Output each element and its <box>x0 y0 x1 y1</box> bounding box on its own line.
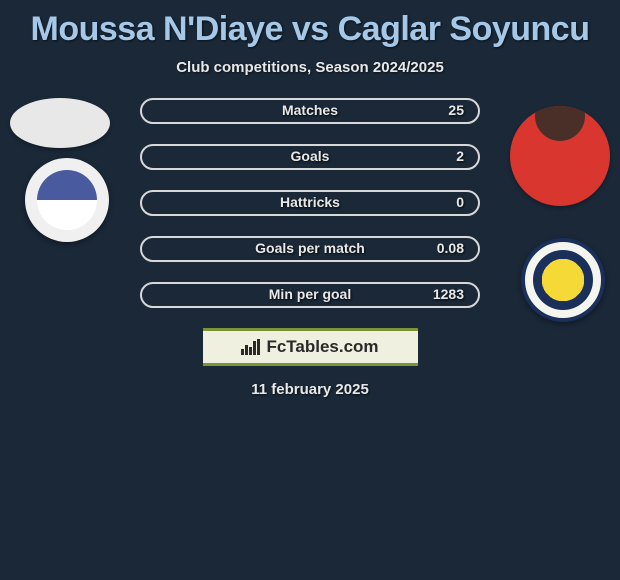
stat-value: 0.08 <box>437 240 464 256</box>
stat-label: Hattricks <box>280 194 340 210</box>
stat-label: Goals per match <box>255 240 365 256</box>
stat-row: Goals per match 0.08 <box>140 236 480 262</box>
page-title: Moussa N'Diaye vs Caglar Soyuncu <box>0 5 620 59</box>
stat-value: 2 <box>456 148 464 164</box>
chart-icon <box>241 339 260 355</box>
stat-row: Matches 25 <box>140 98 480 124</box>
club2-badge <box>521 238 605 322</box>
stat-label: Goals <box>291 148 330 164</box>
stat-value: 25 <box>448 102 464 118</box>
stat-rows: Matches 25 Goals 2 Hattricks 0 Goals per… <box>140 98 480 308</box>
stat-value: 1283 <box>433 286 464 302</box>
subtitle: Club competitions, Season 2024/2025 <box>0 59 620 98</box>
player2-avatar <box>510 106 610 206</box>
stat-value: 0 <box>456 194 464 210</box>
date-label: 11 february 2025 <box>10 381 610 398</box>
stats-area: Matches 25 Goals 2 Hattricks 0 Goals per… <box>0 98 620 398</box>
stat-label: Min per goal <box>269 286 351 302</box>
stat-row: Goals 2 <box>140 144 480 170</box>
brand-text: FcTables.com <box>266 337 378 357</box>
stat-row: Min per goal 1283 <box>140 282 480 308</box>
stat-row: Hattricks 0 <box>140 190 480 216</box>
stat-label: Matches <box>282 102 338 118</box>
player1-avatar <box>10 98 110 148</box>
club1-badge <box>25 158 109 242</box>
stats-card: Moussa N'Diaye vs Caglar Soyuncu Club co… <box>0 0 620 398</box>
brand-box: FcTables.com <box>203 328 418 366</box>
